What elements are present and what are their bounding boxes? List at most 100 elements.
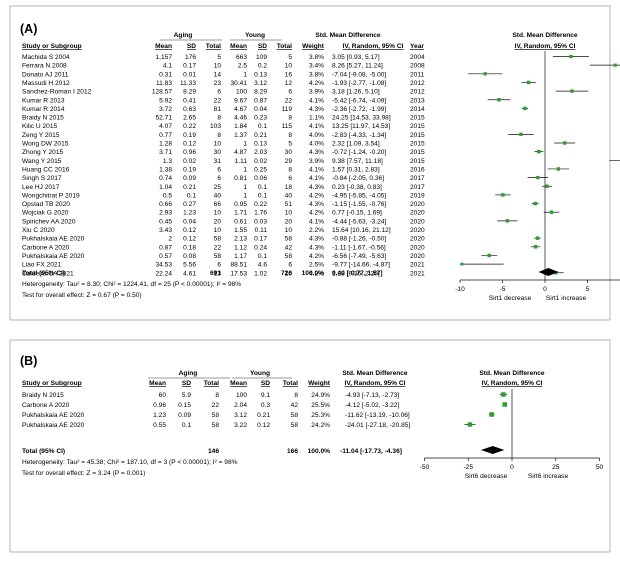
effect-ci: -4.93 [-7.13, -2.73] xyxy=(345,392,399,399)
x-tick-label: 5 xyxy=(586,286,590,293)
aging-mean: 0.45 xyxy=(159,218,172,225)
aging-total: 6 xyxy=(217,166,221,173)
young-total: 58 xyxy=(285,236,293,243)
effect-ci: 9.38 [7.57, 11.18] xyxy=(332,158,383,165)
aging-total: 25 xyxy=(214,184,222,191)
study-year: 2016 xyxy=(410,166,425,173)
total-weight: 100.0% xyxy=(302,270,325,277)
study-year: 2017 xyxy=(410,175,425,182)
study-name: Wang Y 2015 xyxy=(22,158,62,165)
young-mean: 0.61 xyxy=(234,218,247,225)
col-study: Study or Subgroup xyxy=(22,43,82,50)
aging-total: 10 xyxy=(214,141,222,148)
young-mean: 4.87 xyxy=(234,149,247,156)
aging-total: 10 xyxy=(214,210,222,217)
young-mean: 2.04 xyxy=(234,402,247,409)
x-tick-label: 0 xyxy=(510,464,514,471)
b-total-ci: -11.04 [-17.73, -4.36] xyxy=(340,448,402,455)
young-mean: 100 xyxy=(236,89,247,96)
aging-mean: 22.24 xyxy=(155,270,172,277)
col-sd1: SD xyxy=(187,43,196,50)
young-sd: 0.1 xyxy=(258,123,267,130)
point-estimate xyxy=(519,132,523,137)
point-estimate xyxy=(556,167,561,171)
table-row: Lee HJ 2017 1.04 0.21 25 1 0.1 18 4.3% 0.23 [-0.… xyxy=(22,184,425,191)
effect-ci: 24.25 [14.53, 33.98] xyxy=(332,115,391,122)
x-tick-label: -10 xyxy=(455,286,465,293)
young-sd: 3.12 xyxy=(254,80,267,87)
young-mean: 0.95 xyxy=(234,201,247,208)
col-total2: Total xyxy=(277,43,292,50)
effect-ci: 8.26 [5.27, 11.24] xyxy=(332,63,383,70)
aging-total: 8 xyxy=(217,115,221,122)
study-name: Donato AJ 2011 xyxy=(22,71,69,78)
young-total: 5 xyxy=(288,141,292,148)
aging-mean: 2 xyxy=(168,236,172,243)
young-total: 8 xyxy=(288,166,292,173)
study-year: 2012 xyxy=(410,89,425,96)
aging-mean: 0.66 xyxy=(159,201,172,208)
aging-total: 14 xyxy=(214,71,222,78)
study-name: Wongchitrat P 2019 xyxy=(22,192,80,199)
weight: 4.0% xyxy=(309,141,324,148)
young-sd: 0.1 xyxy=(258,253,267,260)
young-mean: 3.12 xyxy=(234,412,247,419)
aging-sd: 0.09 xyxy=(178,412,191,419)
aging-total: 58 xyxy=(214,253,222,260)
study-name: Pukhalskaia AE 2020 xyxy=(22,236,85,243)
effect-ci: 15.64 [10.16, 21.12] xyxy=(332,227,391,234)
point-estimate xyxy=(489,412,494,417)
b-smd-plot-header: Std. Mean Difference xyxy=(479,370,545,377)
young-sd: 0.06 xyxy=(254,175,267,182)
heterogeneity-text: Heterogeneity: Tau² = 8.30; Chi² = 1224.… xyxy=(22,281,241,288)
group2-header: Young xyxy=(245,32,265,39)
b-col-mean2: Mean xyxy=(230,380,247,387)
young-total: 42 xyxy=(291,402,299,409)
panel-a-border xyxy=(9,5,611,321)
aging-mean: 5.92 xyxy=(159,97,172,104)
study-name: Carbone A 2020 xyxy=(22,402,70,409)
study-year: 2020 xyxy=(410,201,425,208)
effect-ci: -2.83 [-4.33, -1.34] xyxy=(332,132,386,139)
weight: 4.2% xyxy=(309,210,324,217)
table-row: Donato AJ 2011 0.31 0.01 14 1 0.13 16 3.8% -7.04… xyxy=(22,71,425,78)
young-total: 18 xyxy=(285,184,293,191)
young-total: 6 xyxy=(288,175,292,182)
effect-ci: 3.18 [1.26, 5.10] xyxy=(332,89,380,96)
young-mean: 1 xyxy=(243,192,247,199)
panel-a-plot: -10-50510 xyxy=(455,51,620,293)
point-estimate xyxy=(505,219,509,223)
study-year: 2020 xyxy=(410,218,425,225)
table-row: Pukhalskaia AE 2020 2 0.12 58 2.13 0.17 58 4.3%… xyxy=(22,236,425,243)
point-estimate xyxy=(502,402,508,407)
b-overall-effect-text: Test for overall effect: Z = 3.24 (P = 0… xyxy=(22,470,145,477)
panel-b-label: (B) xyxy=(20,354,37,368)
aging-total: 22 xyxy=(214,244,222,251)
aging-mean: 1.23 xyxy=(153,412,166,419)
table-row: Zeng Y 2015 0.77 0.19 8 1.37 0.21 8 4.0% -2.83 [… xyxy=(22,132,425,139)
weight: 4.2% xyxy=(309,253,324,260)
aging-total: 30 xyxy=(214,149,222,156)
aging-mean: 3.43 xyxy=(159,227,172,234)
effect-ci: -0.88 [-1.26, -0.50] xyxy=(332,236,386,243)
young-mean: 1 xyxy=(243,166,247,173)
weight: 3.9% xyxy=(309,158,324,165)
b-col-sd2: SD xyxy=(261,380,270,387)
aging-mean: 0.74 xyxy=(159,175,172,182)
study-name: Spirichev AA 2020 xyxy=(22,218,76,225)
effect-ci: -4.12 [-5.02, -3.22] xyxy=(345,402,399,409)
aging-sd: 5.9 xyxy=(182,392,191,399)
b-col-method: IV, Random, 95% CI xyxy=(345,380,406,387)
study-name: Sanchez-Roman I 2012 xyxy=(22,89,92,96)
aging-total: 103 xyxy=(210,123,221,130)
table-row: Kumar R 2014 3.72 0.63 81 4.67 0.04 119 4.3% -2.… xyxy=(22,106,425,113)
young-mean: 0.81 xyxy=(234,175,247,182)
point-estimate xyxy=(523,106,527,111)
col-weight: Weight xyxy=(302,43,325,50)
aging-mean: 52.71 xyxy=(155,115,172,122)
effect-ci: -4.95 [-5.85, -4.05] xyxy=(332,192,386,199)
aging-mean: 0.5 xyxy=(163,192,172,199)
effect-ci: 1.28 [0.36, 2.20] xyxy=(332,270,380,277)
aging-total: 40 xyxy=(214,192,222,199)
weight: 4.1% xyxy=(309,97,324,104)
